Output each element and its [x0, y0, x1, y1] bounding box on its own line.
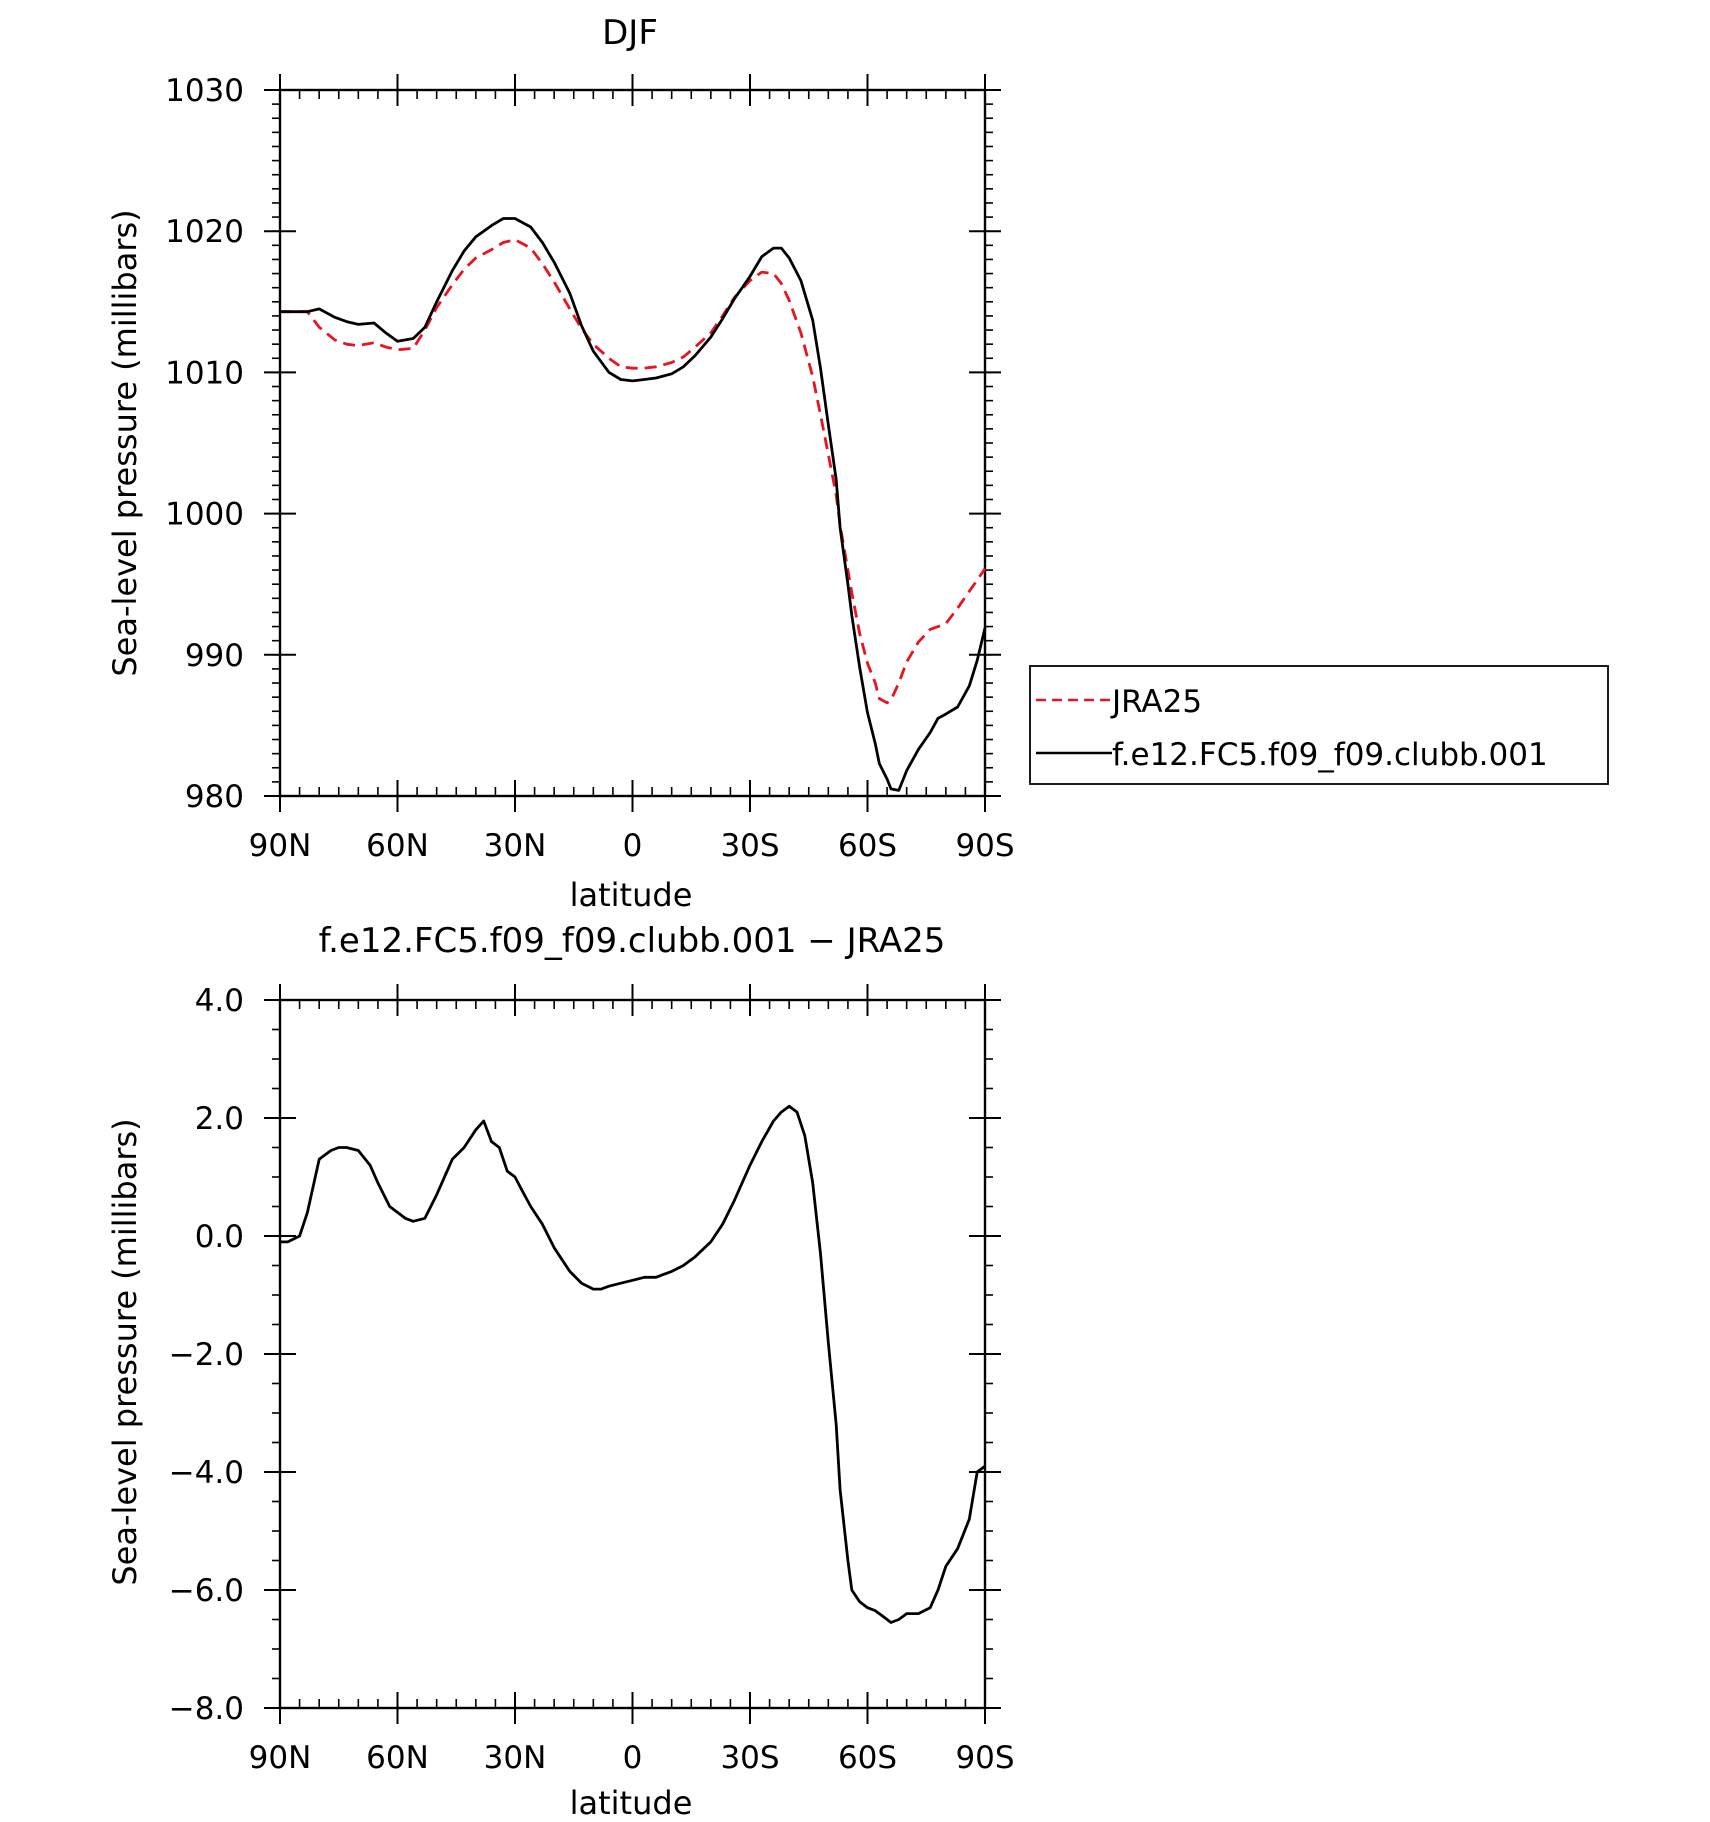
- bottom-y-tick-label: 4.0: [195, 983, 244, 1019]
- bottom-series: [280, 1104, 986, 1624]
- bottom-y-tick-label: −8.0: [169, 1691, 244, 1727]
- top-panel: DJF 90N 60N 30N 0 30S 60S 90S 980 990 1000 1010 102…: [106, 13, 1609, 914]
- legend-label-model: f.e12.FC5.f09_f09.clubb.001: [1112, 737, 1548, 773]
- top-series: [280, 217, 987, 792]
- bottom-y-tick-label: 0.0: [195, 1219, 244, 1255]
- top-x-tick-label: 60S: [838, 828, 897, 864]
- legend: JRA25 f.e12.FC5.f09_f09.clubb.001: [1029, 665, 1609, 785]
- top-y-tick-label: 1000: [165, 497, 244, 533]
- top-x-tick-label: 90N: [249, 828, 312, 864]
- bottom-plot-area: 90N 60N 30N 0 30S 60S 90S −8.0 −6.0 −4.0 −2.0 0.0 2.…: [169, 983, 1015, 1776]
- top-x-tick-label: 30S: [720, 828, 779, 864]
- bottom-x-tick-label: 30N: [484, 1740, 547, 1776]
- bottom-y-axis-label: Sea-level pressure (millibars): [106, 1118, 144, 1585]
- bottom-title: f.e12.FC5.f09_f09.clubb.001 − JRA25: [319, 921, 946, 961]
- top-plot-area: 90N 60N 30N 0 30S 60S 90S 980 990 1000 1010 1020 103…: [165, 73, 1014, 864]
- top-x-tick-label: 0: [623, 828, 643, 864]
- bottom-x-tick-label: 30S: [720, 1740, 779, 1776]
- bottom-x-tick-label: 60N: [366, 1740, 429, 1776]
- bottom-plot-frame: [278, 998, 987, 1710]
- top-x-tick-label: 60N: [366, 828, 429, 864]
- bottom-series-line-0: [280, 1104, 986, 1624]
- top-y-tick-label: 1010: [165, 355, 244, 391]
- bottom-x-tick-label: 90S: [955, 1740, 1014, 1776]
- bottom-x-tick-label: 60S: [838, 1740, 897, 1776]
- bottom-y-tick-label: −6.0: [169, 1573, 244, 1609]
- top-x-axis-label: latitude: [570, 876, 693, 914]
- top-y-tick-label: 1030: [165, 73, 244, 109]
- bottom-x-axis-label: latitude: [570, 1784, 693, 1822]
- top-axes: 90N 60N 30N 0 30S 60S 90S 980 990 1000 1010 1020 103…: [165, 73, 1014, 864]
- legend-frame: [1029, 665, 1609, 785]
- bottom-x-tick-label: 90N: [249, 1740, 312, 1776]
- top-y-tick-label: 1020: [165, 214, 244, 250]
- top-x-tick-label: 30N: [484, 828, 547, 864]
- bottom-x-tick-label: 0: [623, 1740, 643, 1776]
- top-y-axis-label: Sea-level pressure (millibars): [106, 209, 144, 676]
- top-series-line-0: [280, 238, 987, 705]
- top-plot-frame: [278, 88, 987, 798]
- legend-label-jra25: JRA25: [1110, 684, 1202, 720]
- top-y-tick-label: 980: [185, 779, 244, 815]
- bottom-y-tick-label: −2.0: [169, 1337, 244, 1373]
- top-title: DJF: [602, 13, 658, 53]
- top-y-tick-label: 990: [185, 638, 244, 674]
- bottom-panel: f.e12.FC5.f09_f09.clubb.001 − JRA25 90N 6…: [106, 921, 1015, 1822]
- top-series-line-1: [280, 217, 987, 792]
- top-x-tick-label: 90S: [955, 828, 1014, 864]
- bottom-axes: 90N 60N 30N 0 30S 60S 90S −8.0 −6.0 −4.0 −2.0 0.0 2.…: [169, 983, 1015, 1776]
- bottom-y-tick-label: 2.0: [195, 1101, 244, 1137]
- bottom-y-tick-label: −4.0: [169, 1455, 244, 1491]
